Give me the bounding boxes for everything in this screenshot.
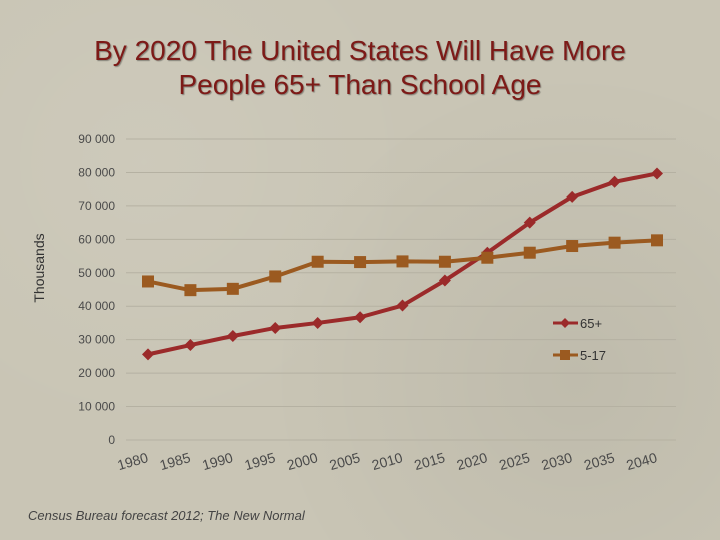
y-tick-label: 20 000: [78, 366, 115, 380]
x-tick-label: 2010: [370, 449, 405, 473]
y-tick-label: 60 000: [78, 232, 115, 246]
data-point-65plus: [566, 190, 579, 203]
title-line-1: By 2020 The United States Will Have More: [94, 35, 626, 66]
title-line-2: People 65+ Than School Age: [178, 69, 542, 100]
data-point-5-17: [396, 255, 409, 268]
x-axis-ticks: 1980 1985 1990 1995 2000 2005 2010 2015 2020 2025…: [115, 449, 659, 473]
gridlines: [126, 138, 676, 441]
data-point-5-17: [184, 284, 197, 297]
data-point-65plus: [226, 329, 239, 342]
y-tick-label: 90 000: [78, 132, 115, 146]
y-tick-label: 30 000: [78, 333, 115, 347]
legend-marker: [560, 350, 570, 360]
y-axis-label: Thousands: [31, 233, 47, 302]
y-tick-label: 70 000: [78, 199, 115, 213]
x-tick-label: 1995: [243, 449, 278, 473]
slide-title: By 2020 The United States Will Have More…: [0, 34, 720, 102]
data-point-5-17: [566, 240, 579, 253]
series-layer: [142, 167, 663, 361]
data-point-5-17: [354, 256, 367, 269]
data-point-5-17: [608, 236, 621, 249]
data-point-5-17: [481, 251, 494, 264]
data-point-5-17: [311, 255, 324, 268]
x-tick-label: 2040: [624, 449, 659, 473]
data-point-65plus: [269, 321, 282, 334]
data-point-65plus: [438, 274, 451, 287]
y-tick-label: 40 000: [78, 299, 115, 313]
legend-label: 65+: [580, 316, 602, 331]
data-point-5-17: [226, 282, 239, 295]
x-tick-label: 1980: [115, 449, 150, 473]
x-tick-label: 2000: [285, 449, 320, 473]
legend-label: 5-17: [580, 348, 606, 363]
data-point-5-17: [523, 246, 536, 259]
x-tick-label: 2025: [497, 449, 532, 473]
y-tick-label: 0: [108, 433, 115, 447]
data-point-65plus: [354, 311, 367, 324]
data-point-65plus: [142, 348, 154, 361]
y-tick-label: 80 000: [78, 165, 115, 179]
x-tick-label: 1985: [158, 449, 193, 473]
data-point-5-17: [269, 270, 282, 283]
data-point-65plus: [396, 299, 409, 312]
x-tick-label: 2020: [455, 449, 490, 473]
y-tick-label: 50 000: [78, 266, 115, 280]
data-point-65plus: [608, 175, 621, 188]
x-tick-label: 2035: [582, 449, 617, 473]
x-tick-label: 1990: [200, 449, 235, 473]
data-point-65plus: [311, 316, 324, 329]
data-point-65plus: [523, 216, 536, 229]
data-point-5-17: [651, 234, 663, 247]
x-tick-label: 2015: [412, 449, 447, 473]
legend: 65+ 5-17: [553, 316, 606, 363]
y-tick-label: 10 000: [78, 400, 115, 414]
x-tick-label: 2030: [540, 449, 575, 473]
data-point-5-17: [438, 255, 451, 268]
data-point-65plus: [184, 339, 197, 352]
data-point-65plus: [651, 167, 663, 180]
source-note: Census Bureau forecast 2012; The New Nor…: [28, 508, 305, 523]
x-tick-label: 2005: [328, 449, 363, 473]
data-point-5-17: [142, 275, 154, 288]
y-axis-ticks: 0 10 000 20 000 30 000 40 000 50 000 60 000 70 …: [78, 132, 115, 447]
legend-marker: [560, 318, 570, 328]
